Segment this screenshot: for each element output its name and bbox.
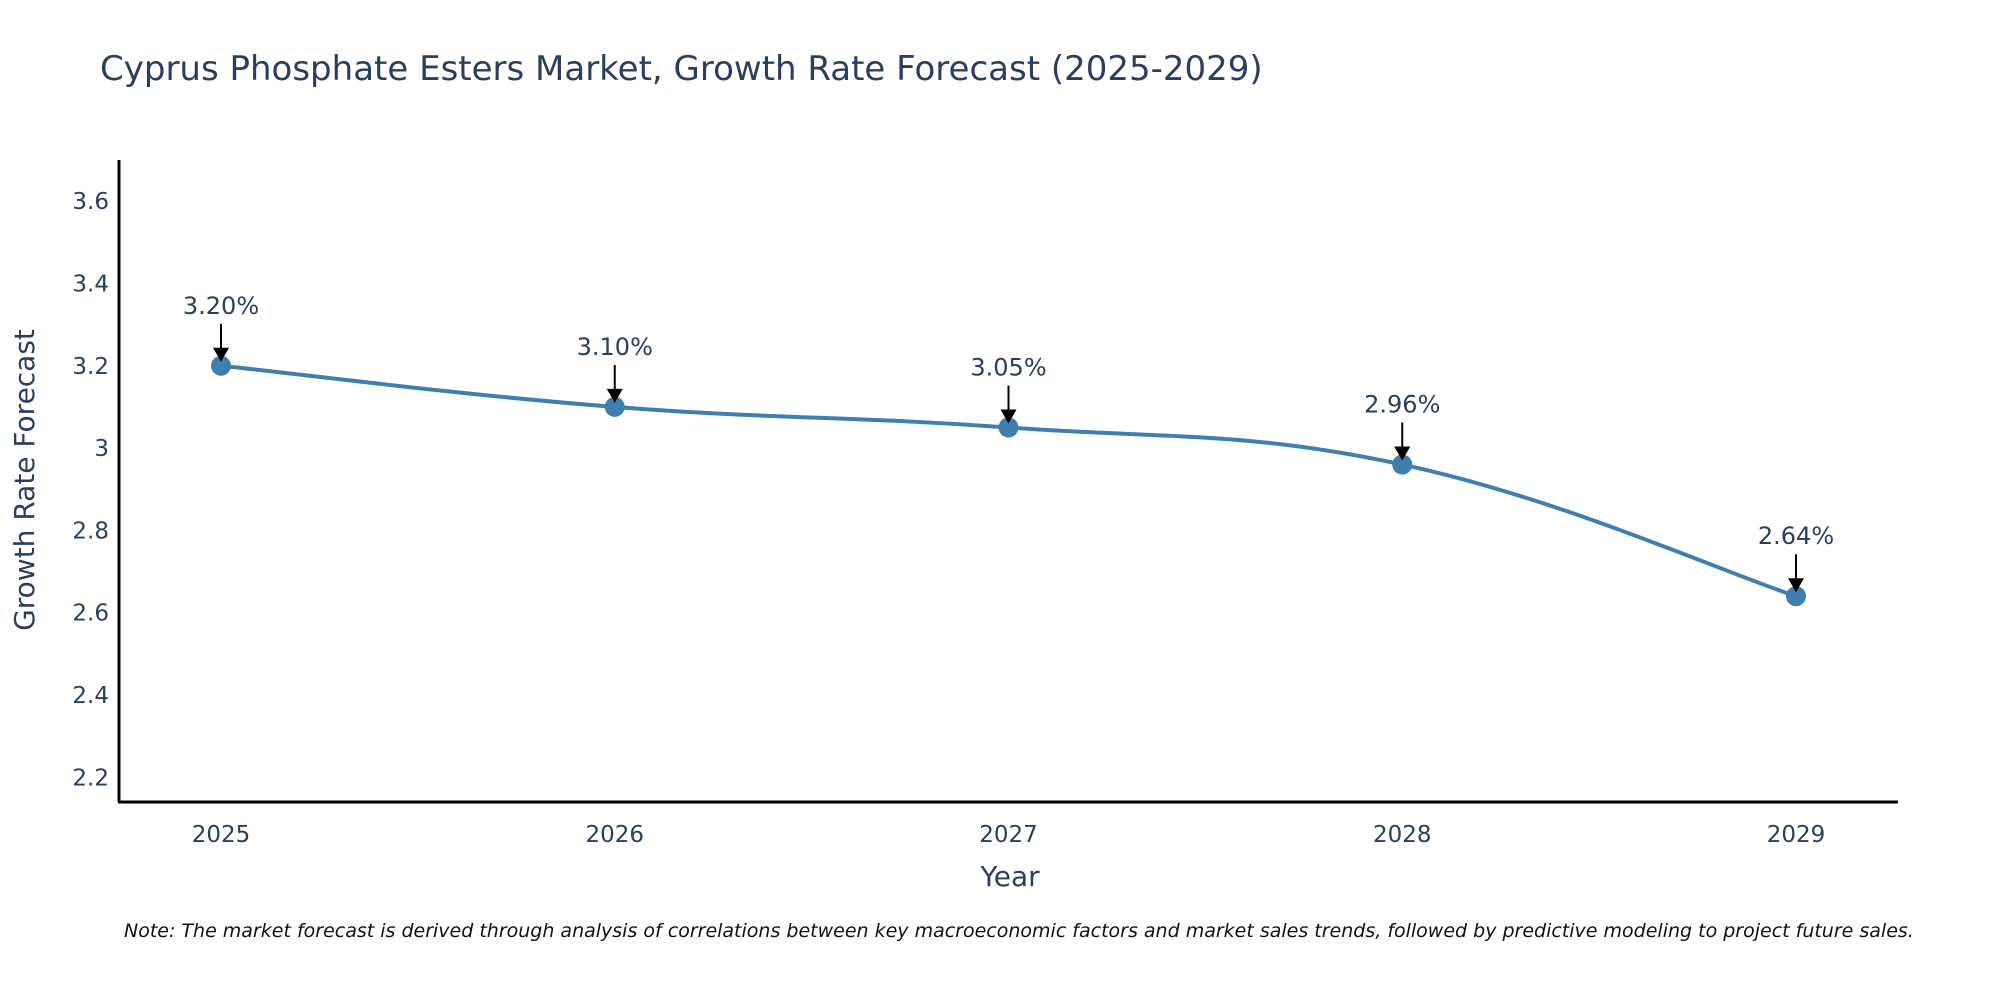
y-axis-title: Growth Rate Forecast — [8, 329, 41, 631]
y-tick-label: 3 — [94, 436, 109, 462]
data-point-2027[interactable] — [998, 417, 1019, 438]
y-tick-label: 3.2 — [72, 354, 109, 380]
annotation-arrowhead — [606, 388, 623, 403]
data-point-2025[interactable] — [211, 355, 231, 376]
y-tick-label: 3.6 — [72, 189, 109, 215]
y-tick-label: 2.4 — [72, 683, 109, 709]
annotation-arrowhead — [1000, 409, 1017, 424]
y-tick-label: 2.6 — [72, 601, 109, 627]
data-label-2026: 3.10% — [577, 333, 653, 361]
annotation-arrowhead — [1788, 578, 1804, 593]
data-label-2028: 2.96% — [1364, 391, 1440, 419]
annotation-arrowhead — [1394, 446, 1411, 461]
x-tick-label: 2028 — [1373, 822, 1432, 848]
data-annotations: 3.20% 3.10% 3.05% 2.96% 2.64% — [183, 292, 1834, 593]
data-point-2026[interactable] — [604, 396, 625, 417]
data-label-2029: 2.64% — [1758, 522, 1834, 550]
y-tick-label: 3.4 — [72, 271, 109, 297]
x-tick-label: 2025 — [192, 822, 251, 848]
annotation-arrowhead — [213, 347, 229, 362]
data-point-2029[interactable] — [1786, 586, 1806, 607]
footnote: Note: The market forecast is derived thr… — [124, 920, 1914, 942]
y-axis-ticks: 2.2 2.4 2.6 2.8 3 3.2 3.4 3.6 — [72, 189, 109, 791]
x-axis-title: Year — [979, 860, 1040, 893]
chart-title: Cyprus Phosphate Esters Market, Growth R… — [100, 49, 1263, 89]
y-tick-label: 2.8 — [72, 518, 109, 544]
data-label-2025: 3.20% — [183, 292, 259, 320]
data-label-2027: 3.05% — [970, 354, 1046, 382]
x-tick-label: 2026 — [585, 822, 644, 848]
x-tick-label: 2029 — [1767, 822, 1826, 848]
y-tick-label: 2.2 — [72, 765, 109, 791]
data-markers — [211, 355, 1806, 607]
data-point-2028[interactable] — [1392, 454, 1413, 475]
x-tick-label: 2027 — [979, 822, 1038, 848]
x-axis-ticks: 2025 2026 2027 2028 2029 — [192, 822, 1826, 848]
